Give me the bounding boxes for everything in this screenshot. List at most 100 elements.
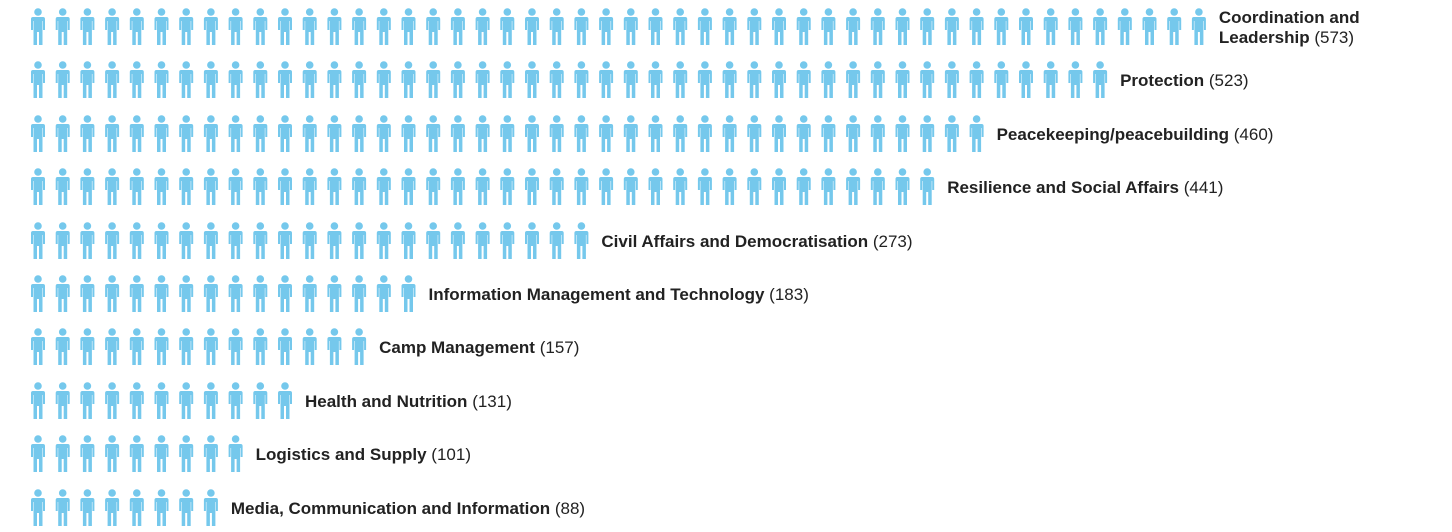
icon-body: [31, 497, 45, 526]
icon-body: [129, 177, 144, 206]
icon-head: [503, 8, 512, 16]
icon-head: [108, 328, 116, 337]
person-icon: [623, 61, 638, 99]
icon-body: [179, 390, 194, 419]
icon-body: [1043, 70, 1058, 99]
icon-body: [401, 17, 416, 45]
person-icon: [747, 61, 762, 99]
icon-body: [203, 123, 218, 152]
icon-body: [1019, 70, 1033, 99]
person-icon: [80, 328, 95, 366]
icon-body: [278, 123, 292, 152]
icon-head: [58, 435, 67, 443]
icon-body: [895, 177, 910, 206]
person-icon: [105, 488, 120, 526]
icon-body: [401, 123, 416, 152]
person-icon: [722, 114, 737, 152]
icon-head: [34, 275, 42, 283]
icon-body: [673, 70, 688, 99]
icon-head: [725, 168, 734, 176]
icon-body: [648, 177, 663, 206]
icon-body: [599, 177, 614, 206]
icon-head: [108, 488, 116, 497]
icon-head: [676, 61, 684, 70]
icon-body: [302, 177, 317, 206]
icon-head: [281, 168, 289, 176]
icon-head: [454, 168, 462, 176]
person-icon: [426, 8, 441, 45]
icon-body: [772, 70, 786, 99]
person-icon: [327, 168, 342, 206]
icon-body: [500, 177, 515, 206]
icon-body: [821, 17, 836, 45]
person-icon: [673, 114, 688, 152]
icon-body: [426, 123, 441, 152]
icon-body: [105, 177, 120, 206]
icon-head: [478, 114, 487, 123]
icon-body: [376, 230, 391, 259]
icon-body: [574, 230, 589, 259]
person-icon: [228, 8, 243, 45]
icon-head: [972, 114, 981, 123]
icon-head: [108, 168, 116, 176]
icon-head: [577, 114, 586, 123]
person-icon: [450, 8, 465, 45]
person-icon: [525, 114, 539, 152]
icon-head: [1096, 61, 1104, 70]
icon-body: [549, 177, 564, 206]
icon-head: [83, 61, 92, 70]
icon-head: [83, 381, 92, 390]
person-icon: [253, 8, 268, 45]
person-icon: [31, 168, 45, 206]
icon-head: [305, 328, 314, 337]
icon-head: [478, 168, 487, 176]
icon-head: [750, 168, 759, 176]
icon-head: [133, 435, 141, 443]
pictogram-bar: [31, 221, 589, 259]
icon-body: [1068, 17, 1083, 45]
person-icon: [253, 328, 268, 366]
icon-body: [302, 337, 317, 366]
row-label: Coordination and Leadership (573): [1219, 8, 1440, 48]
row-label: Health and Nutrition (131): [305, 392, 512, 412]
icon-body: [179, 17, 194, 45]
icon-head: [157, 275, 166, 283]
person-icon: [525, 168, 539, 206]
person-icon: [673, 61, 688, 99]
icon-body: [228, 70, 243, 99]
icon-body: [327, 123, 342, 152]
icon-body: [105, 444, 120, 473]
icon-body: [623, 70, 638, 99]
person-icon: [129, 168, 144, 206]
person-icon: [31, 328, 45, 366]
icon-head: [528, 114, 536, 123]
icon-body: [870, 70, 885, 99]
icon-body: [228, 177, 243, 206]
person-icon: [129, 61, 144, 99]
icon-head: [83, 435, 92, 443]
icon-head: [503, 168, 512, 176]
icon-body: [549, 70, 564, 99]
icon-head: [182, 221, 190, 230]
icon-body: [253, 177, 268, 206]
icon-body: [623, 123, 638, 152]
icon-head: [355, 275, 363, 283]
person-icon: [228, 61, 243, 99]
icon-body: [772, 17, 786, 45]
icon-head: [34, 114, 42, 123]
icon-body: [475, 123, 490, 152]
icon-head: [108, 114, 116, 123]
person-icon: [327, 8, 342, 45]
icon-head: [83, 8, 92, 16]
icon-body: [525, 230, 539, 259]
icon-head: [256, 61, 265, 70]
icon-body: [895, 70, 910, 99]
person-icon: [747, 114, 762, 152]
icon-head: [305, 114, 314, 123]
icon-head: [58, 488, 67, 497]
icon-body: [105, 390, 120, 419]
icon-body: [80, 444, 95, 473]
icon-head: [133, 488, 141, 497]
icon-head: [404, 275, 413, 283]
